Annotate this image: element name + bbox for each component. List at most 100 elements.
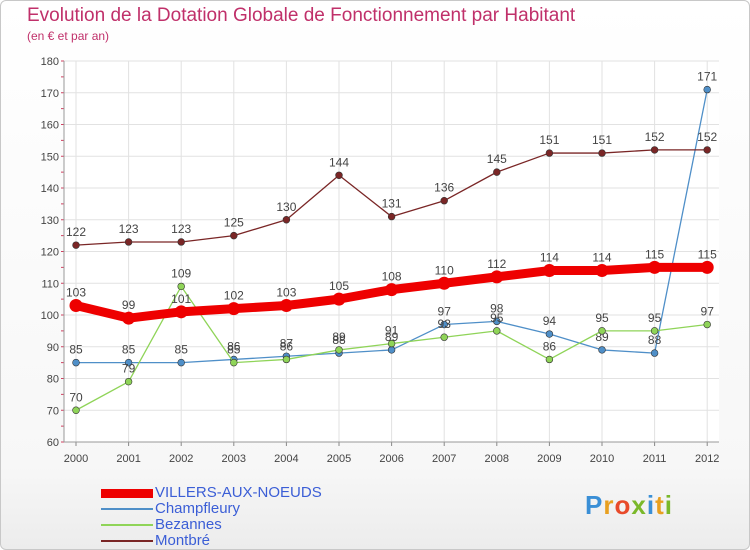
data-point [387, 339, 396, 348]
data-point [650, 349, 659, 357]
legend-label: Champfleury [155, 500, 241, 517]
data-label: 131 [382, 197, 402, 211]
data-point [335, 171, 343, 180]
data-point [542, 264, 556, 278]
x-tick-label: 2005 [327, 453, 351, 465]
series-villers-aux-noeuds: 103 99 101 102 103 105 108 110 112 114 114 115 115 [66, 247, 717, 325]
y-tick-label: 130 [41, 215, 59, 227]
logo-letter: o [614, 490, 632, 520]
data-label: 151 [539, 133, 559, 147]
x-tick-label: 2000 [64, 453, 88, 465]
x-tick-label: 2007 [432, 453, 456, 465]
data-point [385, 283, 399, 297]
y-tick-label: 60 [47, 437, 59, 449]
data-point [648, 260, 662, 274]
data-point [279, 298, 293, 312]
data-point [598, 149, 606, 157]
y-tick-label: 80 [47, 374, 59, 386]
data-point [493, 327, 501, 335]
data-label: 152 [645, 130, 665, 144]
legend-swatch [101, 488, 153, 498]
proxiti-logo: Proxiti [585, 490, 673, 521]
data-label: 136 [434, 181, 454, 195]
data-label: 114 [540, 251, 559, 265]
data-point [437, 276, 451, 290]
y-tick-label: 170 [41, 88, 59, 100]
data-label: 105 [329, 279, 349, 293]
data-point [440, 197, 448, 205]
data-point [387, 346, 396, 354]
x-tick-label: 2012 [695, 453, 719, 465]
data-point [122, 311, 136, 325]
data-label: 101 [171, 292, 191, 306]
data-point [703, 320, 711, 329]
data-point [227, 302, 241, 316]
y-tick-label: 160 [41, 120, 59, 132]
data-point [598, 327, 606, 335]
data-point [440, 320, 448, 329]
x-tick-label: 2003 [222, 453, 246, 465]
data-point [700, 260, 714, 274]
data-point [282, 216, 291, 224]
data-label: 152 [697, 130, 717, 144]
legend-label: VILLERS-AUX-NOEUDS [155, 484, 322, 501]
data-point [440, 333, 448, 341]
data-label: 94 [543, 314, 557, 328]
data-point [282, 355, 291, 364]
data-label: 85 [122, 343, 136, 357]
data-label: 85 [175, 343, 189, 357]
data-label: 70 [69, 390, 83, 404]
data-point [387, 212, 396, 221]
data-label: 85 [69, 343, 83, 357]
data-label: 144 [329, 155, 349, 169]
data-point [490, 270, 504, 284]
data-point [650, 327, 659, 335]
data-label: 89 [595, 330, 609, 344]
data-label: 145 [487, 152, 507, 166]
data-label: 97 [701, 305, 715, 319]
data-label: 102 [224, 289, 244, 303]
data-point [650, 146, 659, 154]
data-label: 86 [543, 339, 557, 353]
data-point [335, 346, 343, 354]
data-point [124, 377, 133, 386]
data-label: 86 [280, 339, 294, 353]
data-point [598, 346, 606, 354]
data-point [595, 264, 609, 278]
x-tick-label: 2004 [274, 453, 298, 465]
data-point [493, 168, 501, 176]
y-tick-label: 180 [41, 56, 59, 68]
x-tick-label: 2008 [485, 453, 509, 465]
data-point [177, 282, 185, 291]
data-label: 99 [122, 298, 136, 312]
data-label: 114 [592, 251, 611, 265]
y-tick-label: 90 [47, 342, 59, 354]
data-label: 95 [648, 311, 662, 325]
data-label: 95 [595, 311, 609, 325]
x-tick-label: 2006 [379, 453, 403, 465]
data-label: 122 [66, 225, 86, 239]
data-point [72, 406, 80, 414]
data-label: 89 [385, 330, 399, 344]
logo-letter: i [664, 490, 673, 520]
data-label: 88 [332, 333, 346, 347]
legend-swatch [101, 524, 153, 526]
data-label: 110 [435, 263, 454, 277]
data-label: 97 [438, 305, 452, 319]
data-label: 93 [438, 317, 452, 331]
legend-label: Montbré [155, 532, 211, 549]
data-point [72, 241, 80, 249]
data-label: 87 [280, 336, 294, 350]
data-label: 89 [332, 330, 346, 344]
data-label: 79 [122, 362, 136, 376]
y-tick-label: 150 [41, 151, 59, 163]
data-point [230, 231, 238, 240]
chart-title: Evolution de la Dotation Globale de Fonc… [27, 5, 576, 26]
data-label: 103 [276, 285, 296, 299]
data-label: 91 [385, 324, 399, 338]
x-tick-label: 2001 [116, 453, 140, 465]
data-label: 88 [648, 333, 662, 347]
